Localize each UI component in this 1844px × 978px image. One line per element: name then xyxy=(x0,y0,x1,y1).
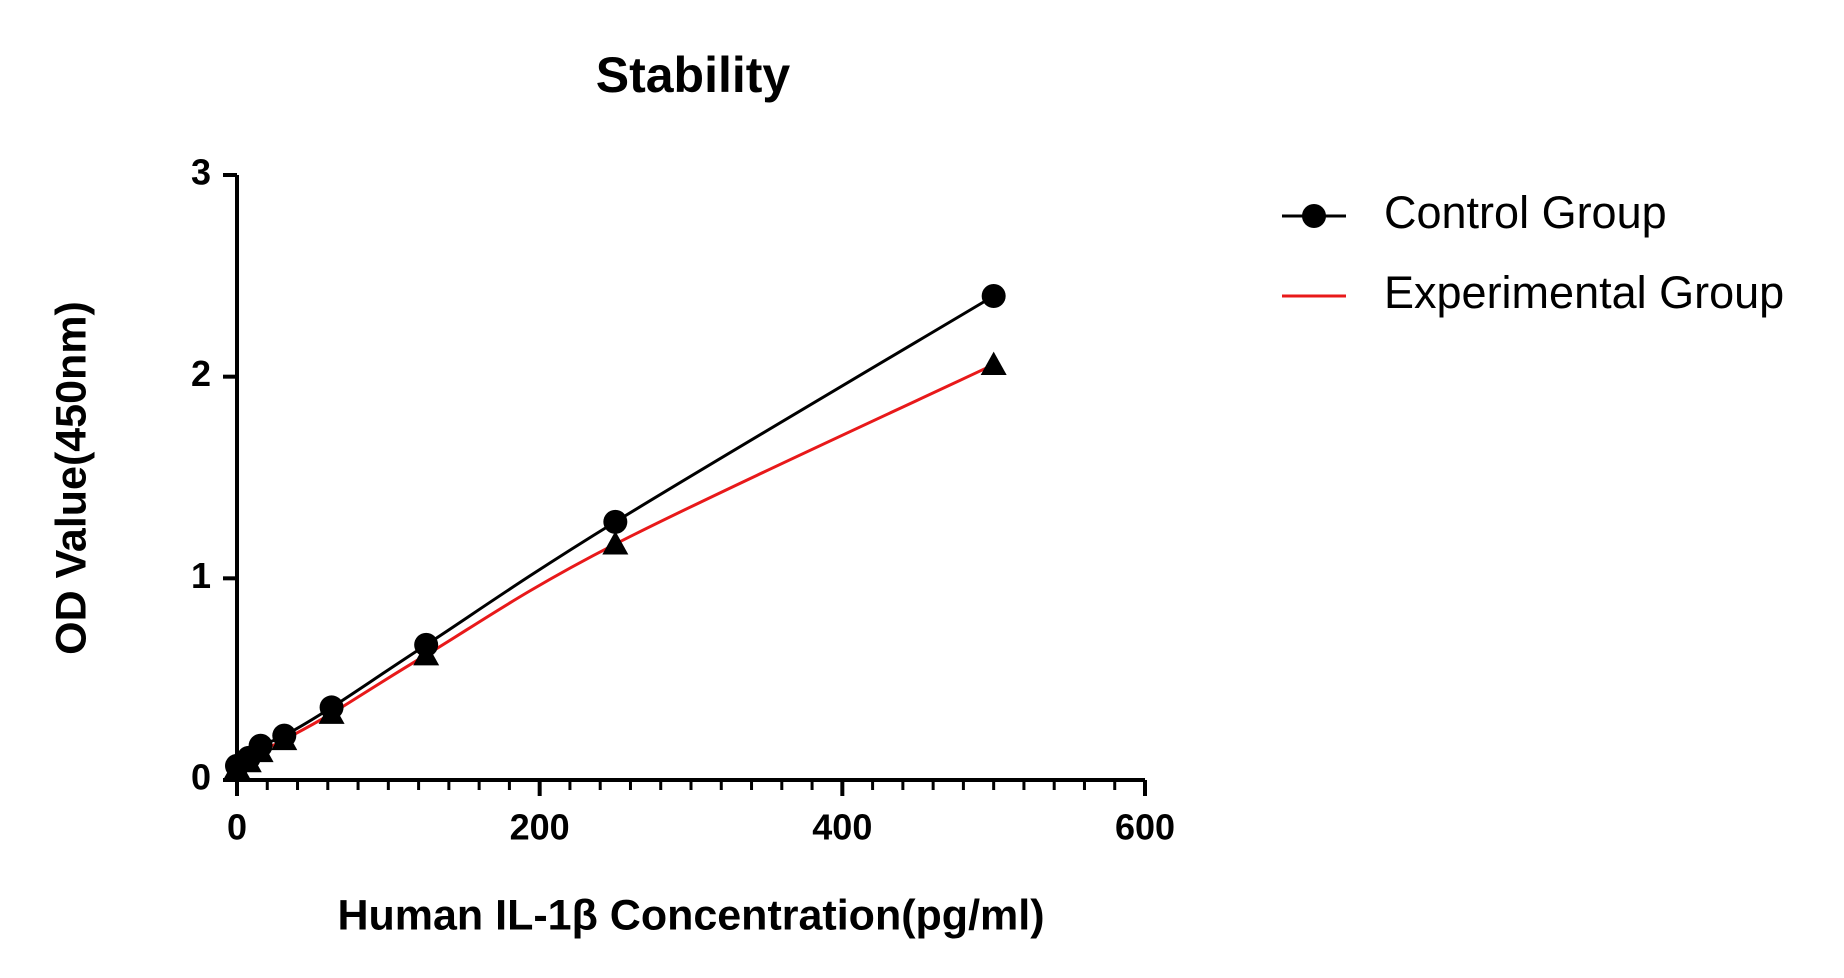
marker xyxy=(318,700,345,724)
y-tick-label: 1 xyxy=(191,555,211,596)
marker xyxy=(602,531,629,555)
legend-label: Experimental Group xyxy=(1384,267,1784,318)
x-tick-label: 200 xyxy=(510,807,570,848)
y-tick-label: 2 xyxy=(191,353,211,394)
y-axis-title: OD Value(450nm) xyxy=(47,301,95,655)
marker xyxy=(271,726,298,751)
legend-marker xyxy=(1302,204,1326,228)
marker xyxy=(247,738,274,763)
marker xyxy=(980,351,1007,375)
x-tick-label: 600 xyxy=(1115,807,1175,848)
y-tick-label: 3 xyxy=(191,152,211,193)
chart-title: Stability xyxy=(596,47,791,103)
x-tick-label: 400 xyxy=(812,807,872,848)
y-tick-label: 0 xyxy=(191,757,211,798)
x-axis-title: Human IL-1β Concentration(pg/ml) xyxy=(337,891,1044,939)
marker xyxy=(981,284,1006,308)
series-line xyxy=(236,363,995,770)
marker xyxy=(224,754,250,779)
x-tick-label: 0 xyxy=(227,807,247,848)
marker xyxy=(413,641,440,666)
marker xyxy=(603,509,628,534)
legend-label: Control Group xyxy=(1384,187,1667,238)
